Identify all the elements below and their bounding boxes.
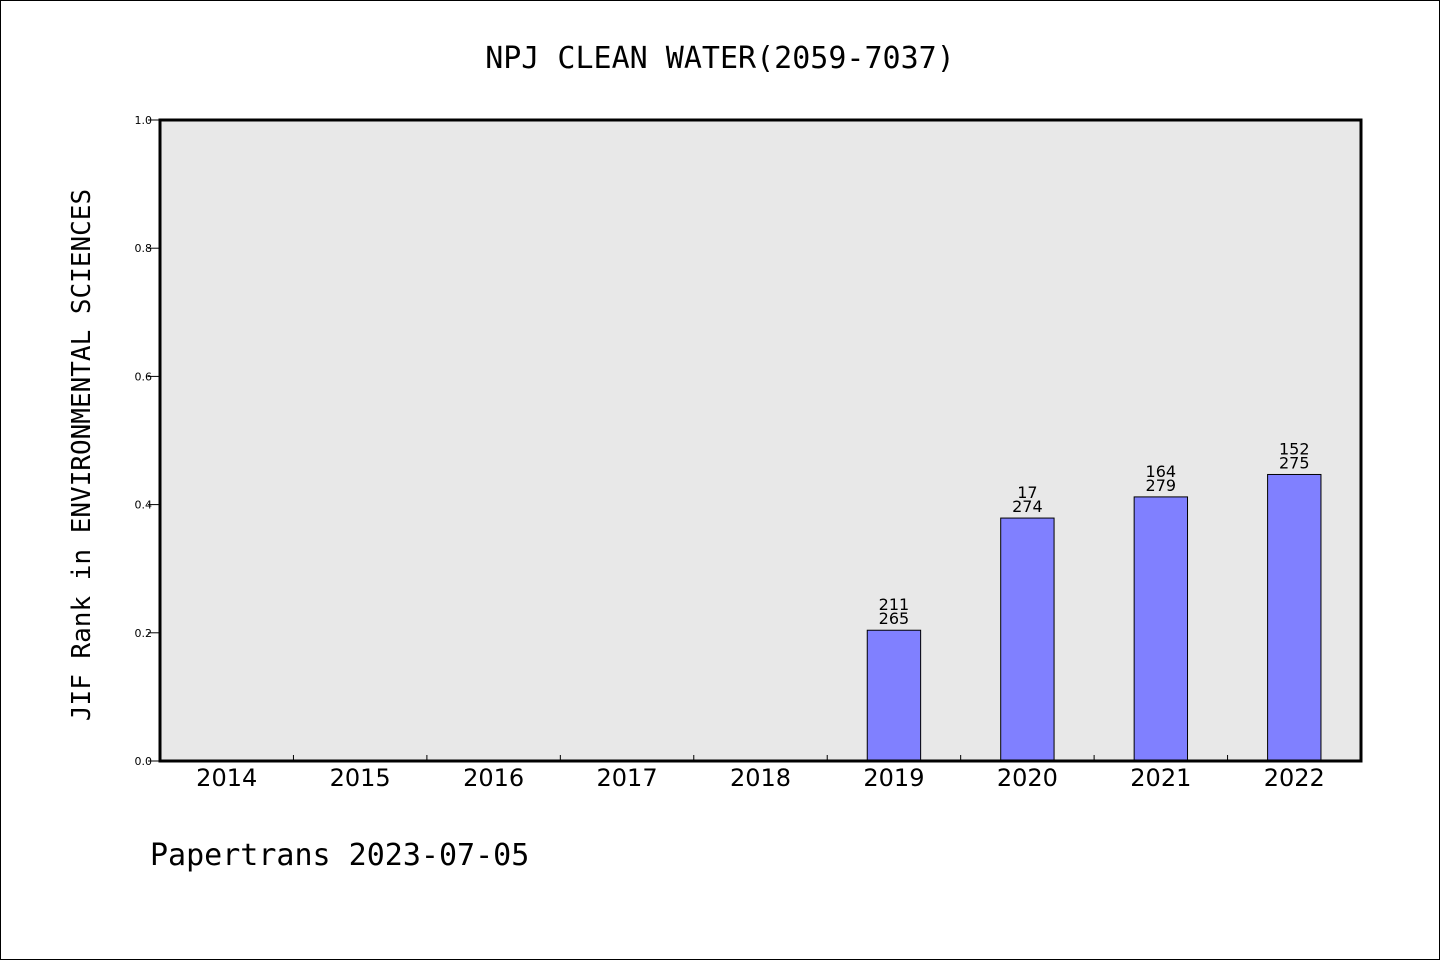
x-tick-label: 2017 (597, 764, 658, 792)
y-tick-label: 0.0 (135, 755, 153, 768)
bar-2019 (866, 629, 922, 762)
y-tick-label: 0.6 (135, 370, 153, 383)
x-tick-label: 2015 (330, 764, 391, 792)
x-tick-label: 2021 (1130, 764, 1191, 792)
bar-2022 (1267, 473, 1322, 762)
bar-2020 (1000, 517, 1055, 762)
y-tick-label: 0.2 (135, 627, 153, 640)
bar-2021 (1133, 496, 1189, 762)
x-tick-label: 2016 (463, 764, 524, 792)
bar-data-label: 17 (1017, 483, 1037, 502)
x-tick-label: 2022 (1264, 764, 1325, 792)
bar-data-label: 275 (1279, 453, 1310, 472)
bar-data-label: 274 (1012, 497, 1043, 516)
x-ticks: 2014 2015 2016 2017 2018 2019 2020 2021 2022 (196, 755, 1325, 792)
y-axis-label: JIF Rank in ENVIRONMENTAL SCIENCES (67, 189, 97, 721)
y-tick-label: 1.0 (135, 114, 153, 127)
y-tick-label: 0.4 (135, 499, 153, 512)
y-ticks: 0.0 0.2 0.4 0.6 0.8 1.0 (135, 114, 160, 768)
x-tick-label: 2018 (730, 764, 791, 792)
bar-data-label: 265 (879, 609, 910, 628)
x-tick-label: 2020 (997, 764, 1058, 792)
plot-border (158, 118, 1363, 763)
chart-title: NPJ CLEAN WATER(2059-7037) (485, 41, 955, 76)
bars (866, 473, 1322, 762)
y-tick-label: 0.8 (135, 242, 153, 255)
bar-data-label: 152 (1279, 439, 1310, 458)
bar-data-label: 279 (1146, 476, 1177, 495)
x-tick-label: 2019 (863, 764, 924, 792)
bar-data-label: 211 (879, 595, 910, 614)
bar-data-label: 164 (1146, 462, 1177, 481)
x-tick-label: 2014 (196, 764, 257, 792)
footer-text: Papertrans 2023-07-05 (150, 838, 529, 873)
